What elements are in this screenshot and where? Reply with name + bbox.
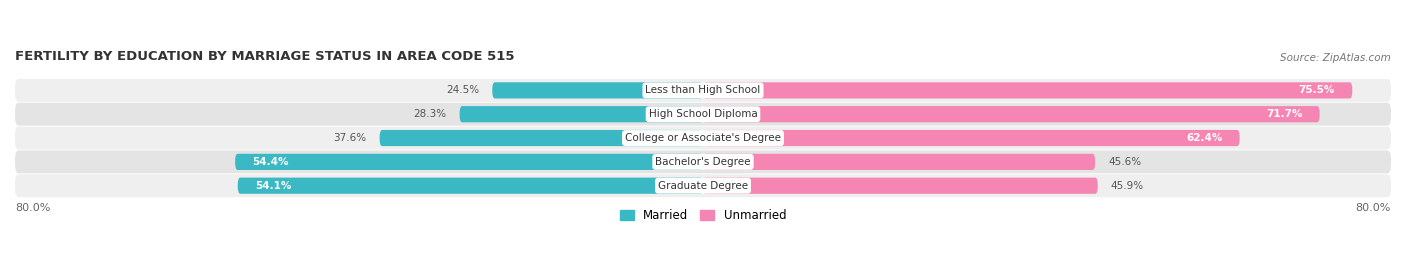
FancyBboxPatch shape [15,127,1391,150]
FancyBboxPatch shape [15,174,1391,197]
Text: College or Associate's Degree: College or Associate's Degree [626,133,780,143]
Text: 45.9%: 45.9% [1111,181,1143,191]
Text: Graduate Degree: Graduate Degree [658,181,748,191]
Text: 37.6%: 37.6% [333,133,367,143]
FancyBboxPatch shape [380,130,703,146]
FancyBboxPatch shape [703,82,1353,98]
Text: 45.6%: 45.6% [1108,157,1142,167]
FancyBboxPatch shape [15,79,1391,102]
Text: Less than High School: Less than High School [645,85,761,95]
Text: FERTILITY BY EDUCATION BY MARRIAGE STATUS IN AREA CODE 515: FERTILITY BY EDUCATION BY MARRIAGE STATU… [15,50,515,63]
Text: 54.1%: 54.1% [254,181,291,191]
FancyBboxPatch shape [238,178,703,194]
Text: 71.7%: 71.7% [1265,109,1302,119]
FancyBboxPatch shape [15,103,1391,126]
FancyBboxPatch shape [492,82,703,98]
FancyBboxPatch shape [15,150,1391,173]
Legend: Married, Unmarried: Married, Unmarried [616,206,790,226]
Text: 80.0%: 80.0% [15,203,51,213]
Text: 54.4%: 54.4% [252,157,288,167]
FancyBboxPatch shape [703,106,1320,122]
FancyBboxPatch shape [235,154,703,170]
Text: 75.5%: 75.5% [1299,85,1336,95]
FancyBboxPatch shape [703,154,1095,170]
Text: 28.3%: 28.3% [413,109,447,119]
FancyBboxPatch shape [460,106,703,122]
Text: Bachelor's Degree: Bachelor's Degree [655,157,751,167]
Text: High School Diploma: High School Diploma [648,109,758,119]
Text: 62.4%: 62.4% [1187,133,1222,143]
FancyBboxPatch shape [703,130,1240,146]
Text: Source: ZipAtlas.com: Source: ZipAtlas.com [1281,53,1391,63]
Text: 80.0%: 80.0% [1355,203,1391,213]
FancyBboxPatch shape [703,178,1098,194]
Text: 24.5%: 24.5% [446,85,479,95]
